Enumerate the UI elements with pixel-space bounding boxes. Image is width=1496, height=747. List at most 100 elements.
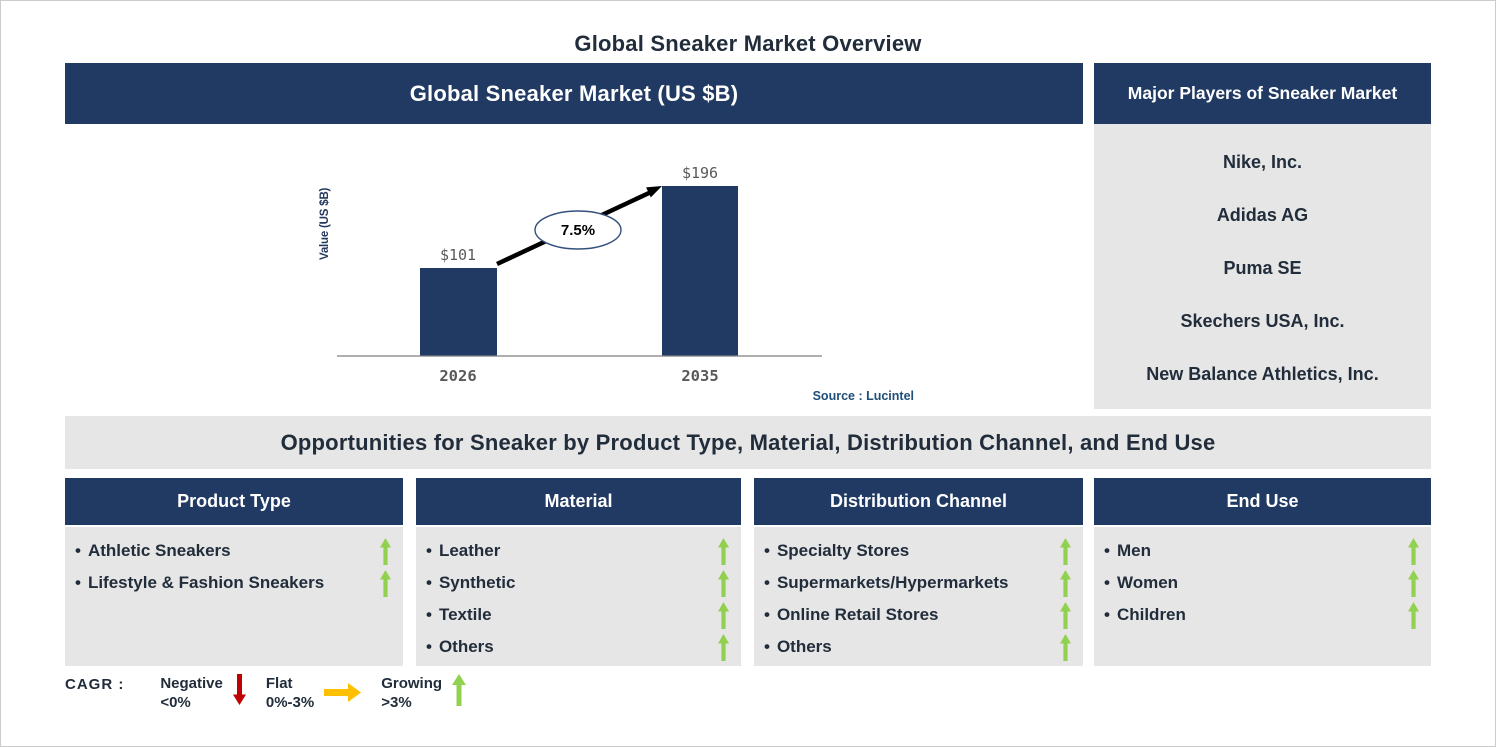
player-item: Puma SE xyxy=(1223,258,1302,278)
opportunities-banner: Opportunities for Sneaker by Product Typ… xyxy=(65,416,1431,469)
market-bar-chart: Value (US $B) $101 $196 7.5% 2026 2035 xyxy=(65,124,1083,409)
segment-row: • Others xyxy=(764,631,1071,663)
segment-label: Others xyxy=(438,637,494,656)
legend-range: <0% xyxy=(160,694,191,711)
bar-value-2026: $101 xyxy=(440,246,476,264)
segment-columns: Product Type • Athletic Sneakers • Lifes… xyxy=(65,478,1431,666)
bar-value-2035: $196 xyxy=(682,164,718,182)
player-item: New Balance Athletics, Inc. xyxy=(1146,364,1379,384)
growing-up-arrow-icon xyxy=(380,537,391,565)
bullet: • xyxy=(1104,605,1110,624)
bullet: • xyxy=(426,605,432,624)
segment-row: • Supermarkets/Hypermarkets xyxy=(764,567,1071,599)
column-header: Material xyxy=(416,478,741,525)
segment-label: Women xyxy=(1116,573,1179,592)
segment-label: Synthetic xyxy=(438,573,516,592)
growing-up-arrow-icon xyxy=(718,537,729,565)
growing-up-arrow-icon xyxy=(718,633,729,661)
column-end-use: End Use • Men • Women • xyxy=(1094,478,1431,666)
bullet: • xyxy=(426,541,432,560)
growing-up-arrow-icon xyxy=(1060,633,1071,661)
player-item: Nike, Inc. xyxy=(1222,152,1303,172)
growth-arrow-head xyxy=(646,186,662,198)
legend-name: Growing xyxy=(381,675,443,692)
legend-range: 0%-3% xyxy=(265,694,315,711)
cagr-legend: CAGR : Negative <0% Flat 0%-3% Growing >… xyxy=(65,674,486,712)
column-header: End Use xyxy=(1094,478,1431,525)
segment-row: • Textile xyxy=(426,599,729,631)
bar-2026 xyxy=(420,268,497,356)
bullet: • xyxy=(764,637,770,656)
bullet: • xyxy=(764,541,770,560)
cagr-ellipse xyxy=(534,210,622,250)
segment-label: Supermarkets/Hypermarkets xyxy=(776,573,1009,592)
growing-up-arrow-icon xyxy=(1060,601,1071,629)
y-axis-label: Value (US $B) xyxy=(319,187,331,260)
segment-row: • Others xyxy=(426,631,729,663)
segment-row: • Children xyxy=(1104,599,1419,631)
bullet: • xyxy=(75,573,81,592)
bar-2035 xyxy=(662,186,738,356)
player-item: Skechers USA, Inc. xyxy=(1180,311,1345,331)
x-tick-2035: 2035 xyxy=(681,367,718,385)
bullet: • xyxy=(764,605,770,624)
major-players-list: Nike, Inc. Adidas AG Puma SE Skechers US… xyxy=(1094,124,1431,409)
growing-up-arrow-icon xyxy=(452,674,467,711)
growing-up-arrow-icon xyxy=(380,569,391,597)
segment-label: Online Retail Stores xyxy=(776,605,939,624)
column-material: Material • Leather • Synthetic xyxy=(416,478,741,666)
bar-chart-svg: Value (US $B) $101 $196 7.5% 2026 2035 xyxy=(319,164,822,385)
growing-up-arrow-icon xyxy=(1408,569,1419,597)
segment-row: • Lifestyle & Fashion Sneakers xyxy=(75,567,391,599)
legend-range: >3% xyxy=(381,694,412,711)
major-players-header: Major Players of Sneaker Market xyxy=(1094,63,1431,124)
growing-up-arrow-icon xyxy=(718,569,729,597)
segment-label: Specialty Stores xyxy=(776,541,910,560)
growing-up-arrow-icon xyxy=(1060,537,1071,565)
segment-row: • Men xyxy=(1104,535,1419,567)
bullet: • xyxy=(75,541,81,560)
column-product-type: Product Type • Athletic Sneakers • Lifes… xyxy=(65,478,403,666)
growing-up-arrow-icon xyxy=(1060,569,1071,597)
segment-label: Textile xyxy=(438,605,492,624)
column-body: • Specialty Stores • Supermarkets/Hyperm… xyxy=(754,527,1083,666)
flat-right-arrow-icon xyxy=(324,683,362,707)
negative-down-arrow-icon xyxy=(232,674,246,710)
segment-row: • Online Retail Stores xyxy=(764,599,1071,631)
legend-name: Negative xyxy=(160,675,223,692)
column-body: • Athletic Sneakers • Lifestyle & Fashio… xyxy=(65,527,403,666)
cagr-value: 7.5% xyxy=(561,222,595,239)
segment-row: • Specialty Stores xyxy=(764,535,1071,567)
bullet: • xyxy=(764,573,770,592)
segment-label: Others xyxy=(776,637,832,656)
segment-row: • Leather xyxy=(426,535,729,567)
major-players-panel: Major Players of Sneaker Market Nike, In… xyxy=(1094,63,1431,409)
segment-label: Children xyxy=(1116,605,1186,624)
segment-label: Men xyxy=(1116,541,1151,560)
column-body: • Men • Women • Children xyxy=(1094,527,1431,666)
column-distribution-channel: Distribution Channel • Specialty Stores … xyxy=(754,478,1083,666)
column-header: Distribution Channel xyxy=(754,478,1083,525)
cagr-legend-label: CAGR : xyxy=(65,676,125,693)
legend-entry-growing: Growing >3% xyxy=(381,674,470,712)
bullet: • xyxy=(1104,573,1110,592)
x-tick-2026: 2026 xyxy=(439,367,476,385)
column-body: • Leather • Synthetic • Textile xyxy=(416,527,741,666)
bullet: • xyxy=(1104,541,1110,560)
legend-entry-flat: Flat 0%-3% xyxy=(266,674,365,712)
segment-row: • Athletic Sneakers xyxy=(75,535,391,567)
bullet: • xyxy=(426,637,432,656)
segment-label: Leather xyxy=(438,541,501,560)
market-chart-panel: Global Sneaker Market (US $B) Value (US … xyxy=(65,63,1083,409)
source-note: Source : Lucintel xyxy=(812,389,914,403)
segment-label: Athletic Sneakers xyxy=(87,541,231,560)
segment-row: • Women xyxy=(1104,567,1419,599)
segment-row: • Synthetic xyxy=(426,567,729,599)
growing-up-arrow-icon xyxy=(1408,537,1419,565)
legend-entry-negative: Negative <0% xyxy=(160,674,250,712)
column-header: Product Type xyxy=(65,478,403,525)
legend-name: Flat xyxy=(265,675,293,692)
segment-label: Lifestyle & Fashion Sneakers xyxy=(87,573,325,592)
growing-up-arrow-icon xyxy=(1408,601,1419,629)
